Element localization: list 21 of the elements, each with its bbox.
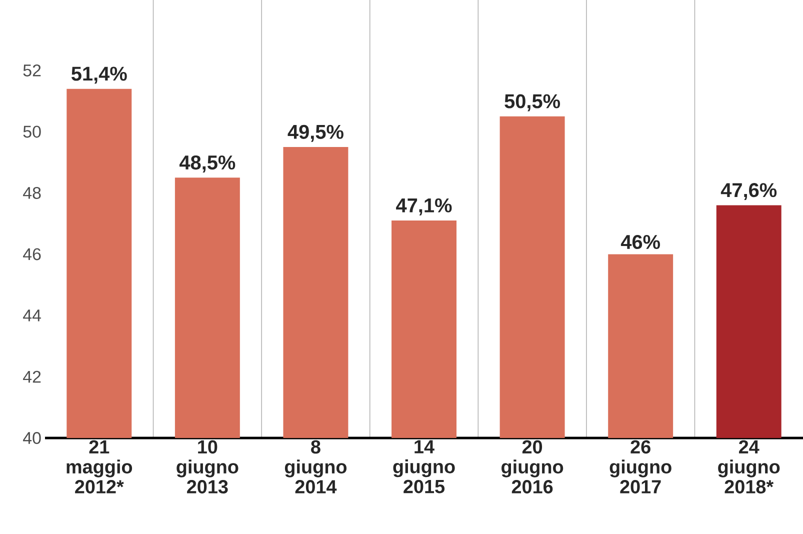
x-tick-label: 20 giugno 2016 (502, 440, 564, 494)
y-tick-label: 52 (23, 64, 41, 76)
x-tick-label: 14 giugno 2015 (393, 440, 455, 494)
y-tick-label: 48 (23, 186, 41, 199)
x-tick-label: 26 giugno 2017 (610, 440, 672, 494)
data-label: 50,5% (504, 94, 560, 112)
data-label: 48,5% (179, 155, 236, 172)
data-label: 51,4% (72, 66, 127, 84)
y-tick-label: 44 (23, 310, 41, 322)
data-label: 49,5% (288, 124, 344, 142)
data-label: 46% (620, 234, 660, 250)
y-tick-label: 42 (23, 370, 41, 383)
y-tick-label: 46 (23, 248, 41, 260)
x-tick-label: 21 maggio 2012* (66, 440, 132, 494)
y-tick-label: 50 (23, 126, 41, 138)
x-tick-label: 24 giugno 2018* (718, 440, 780, 494)
x-tick-label: 10 giugno 2013 (176, 440, 238, 494)
y-tick-label: 40 (23, 432, 41, 444)
x-tick-label: 8 giugno 2014 (284, 440, 347, 494)
data-label: 47,1% (396, 198, 452, 216)
data-label: 47,6% (720, 183, 777, 200)
